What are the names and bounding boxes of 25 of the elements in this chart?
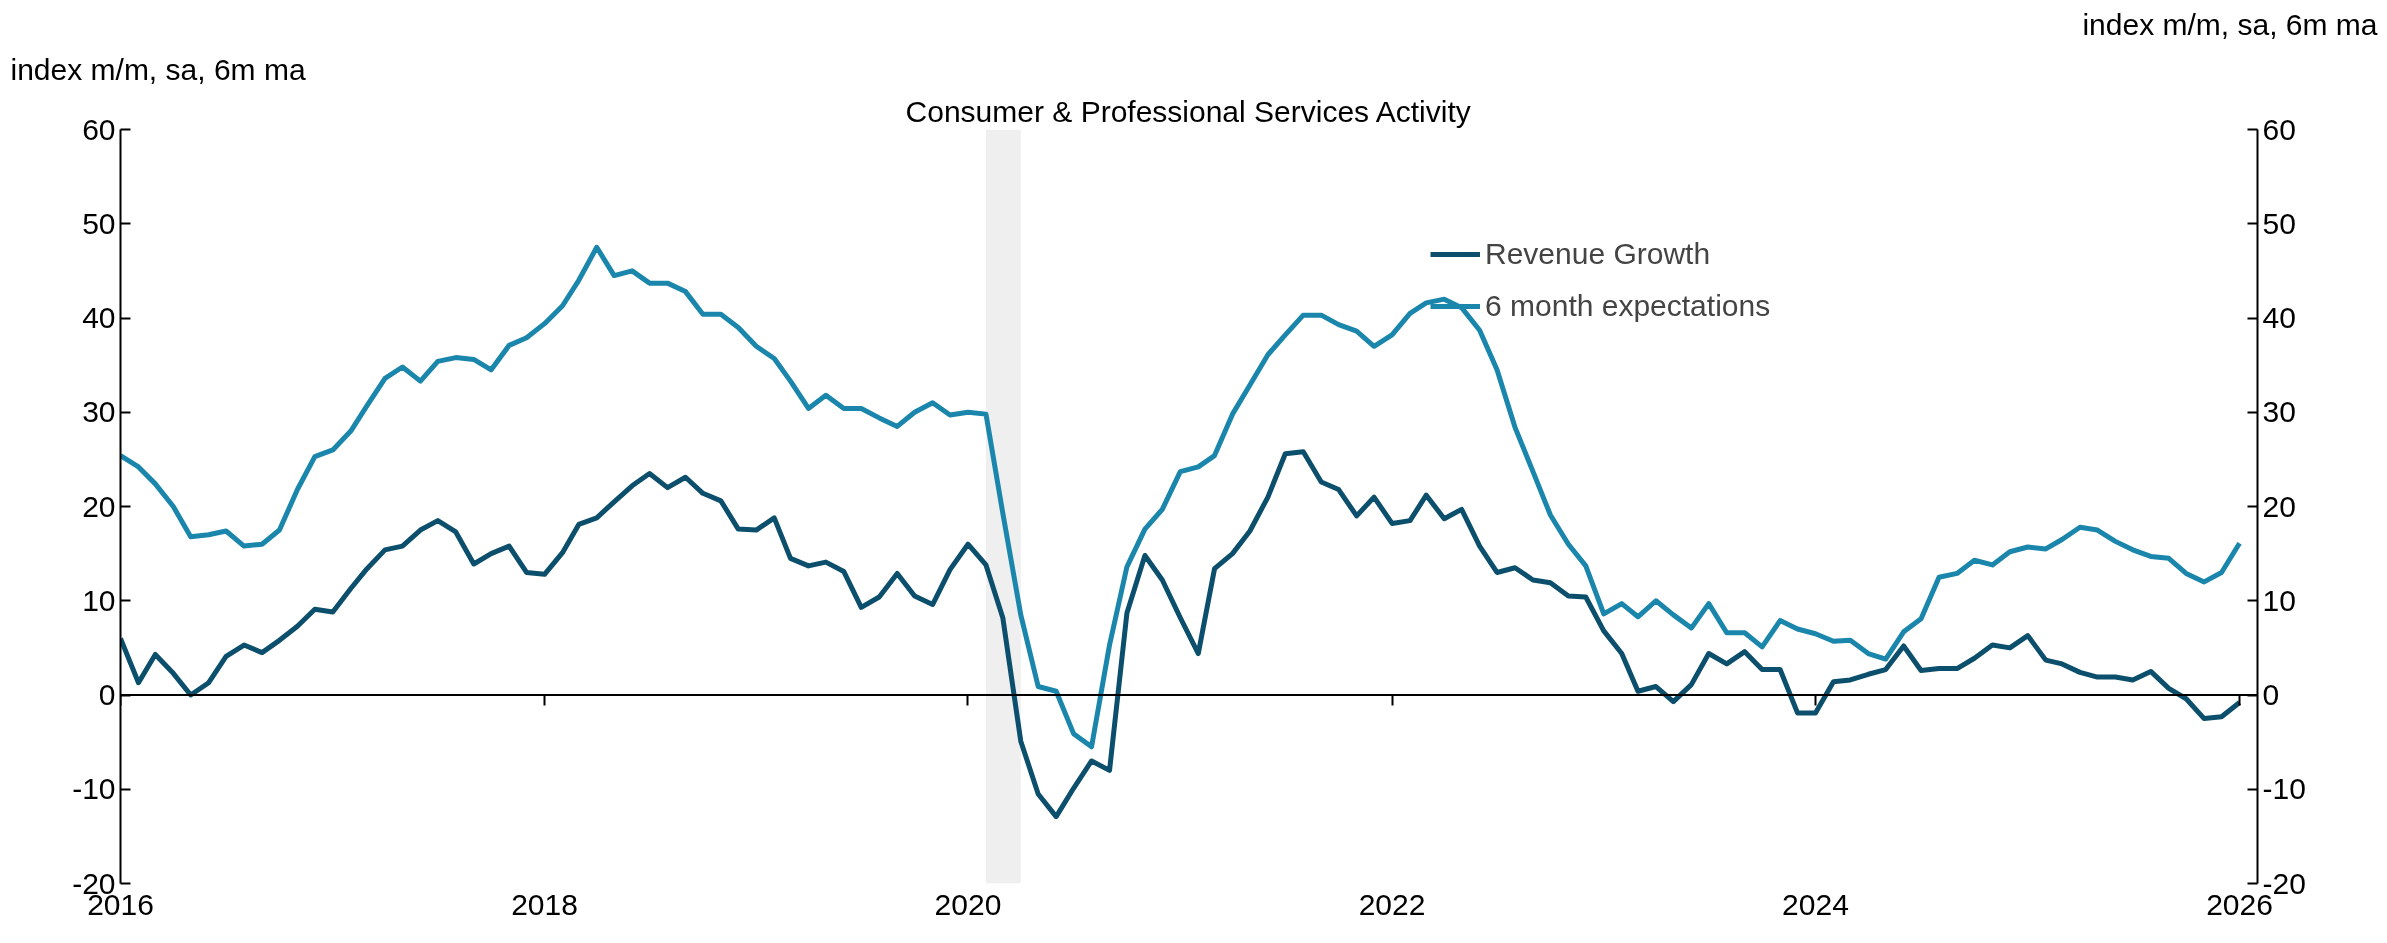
y2-tick-label: -10 [2262, 772, 2306, 806]
y2-tick-label: 50 [2262, 206, 2296, 240]
x-tick-label: 2022 [1358, 887, 1426, 921]
y-tick-label: 30 [82, 395, 116, 429]
y-tick-label: 0 [98, 678, 116, 711]
y2-tick-label: 0 [2262, 678, 2280, 711]
x-tick-label: 2018 [511, 887, 578, 921]
y2-tick-label: 10 [2262, 583, 2296, 617]
y-tick-label: 60 [82, 112, 116, 146]
y-tick-label: 20 [82, 489, 116, 523]
legend-label: Revenue Growth [1485, 237, 1711, 271]
y2-tick-label: 40 [2262, 301, 2296, 334]
chart-title: Consumer & Professional Services Activity [905, 94, 1471, 128]
x-tick-label: 2024 [1782, 887, 1849, 921]
y-tick-label: 10 [82, 583, 116, 617]
y2-tick-label: 30 [2262, 395, 2296, 429]
y-tick-label: -10 [72, 772, 116, 806]
y2-tick-label: 60 [2262, 112, 2296, 146]
legend-label: 6 month expectations [1485, 289, 1771, 323]
y2-tick-label: 20 [2262, 489, 2296, 523]
y-axis-title: index m/m, sa, 6m ma [10, 52, 306, 86]
y2-axis-title: index m/m, sa, 6m ma [2082, 7, 2378, 41]
y-tick-label: 40 [82, 301, 116, 334]
y-tick-label: 50 [82, 206, 116, 240]
x-tick-label: 2020 [934, 887, 1002, 921]
